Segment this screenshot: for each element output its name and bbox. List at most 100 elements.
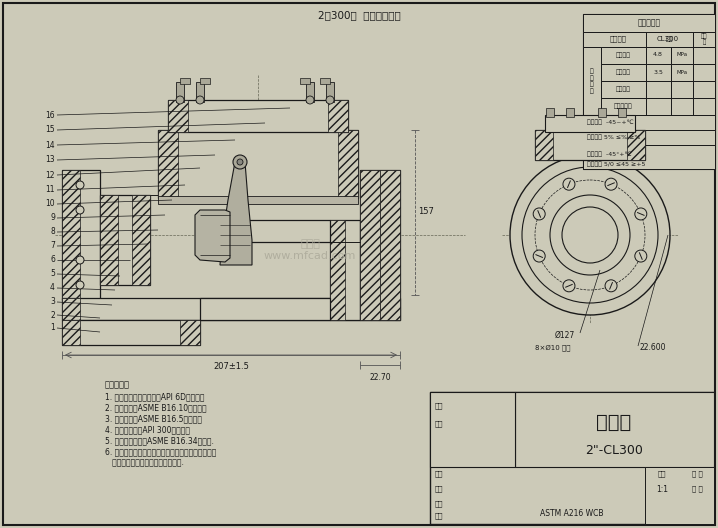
Bar [583, 32, 715, 47]
Circle shape [306, 96, 314, 104]
Bar [671, 98, 693, 115]
Bar [535, 130, 553, 160]
Text: 批准: 批准 [435, 513, 444, 520]
Circle shape [635, 250, 647, 262]
Text: 标记: 标记 [435, 420, 444, 427]
Bar [693, 98, 715, 115]
Bar [601, 98, 646, 115]
Text: 1:1: 1:1 [656, 485, 668, 494]
Circle shape [76, 256, 84, 264]
Bar [180, 78, 190, 84]
Bar [158, 130, 358, 198]
Circle shape [533, 250, 545, 262]
Text: 比例: 比例 [658, 470, 666, 477]
Bar [671, 64, 693, 81]
Text: 4. 密封面尺寸按API 300的规定；: 4. 密封面尺寸按API 300的规定； [105, 425, 190, 434]
Bar [646, 32, 693, 47]
Bar [545, 115, 635, 132]
Text: 第 张: 第 张 [691, 486, 702, 492]
Bar [430, 392, 714, 524]
Bar [646, 98, 671, 115]
Circle shape [550, 195, 630, 275]
Circle shape [522, 167, 658, 303]
Bar [601, 47, 646, 64]
Text: 试
验
压
力: 试 验 压 力 [590, 69, 594, 93]
Text: 2"-CL300: 2"-CL300 [585, 444, 643, 457]
Text: 14: 14 [45, 140, 55, 149]
Text: 备注
栏: 备注 栏 [701, 33, 707, 45]
Bar [618, 108, 626, 117]
Bar [646, 81, 671, 98]
Bar [671, 47, 693, 64]
Text: 面装要求 5/0 ≤45 ≥+5: 面装要求 5/0 ≤45 ≥+5 [587, 161, 645, 167]
Text: 8×Ø10 孔径: 8×Ø10 孔径 [535, 345, 571, 351]
Bar [100, 195, 150, 285]
Circle shape [233, 155, 247, 169]
Text: 2. 结构长度按ASME B16.10的规定；: 2. 结构长度按ASME B16.10的规定； [105, 403, 207, 412]
Bar [430, 392, 515, 467]
Bar [200, 78, 210, 84]
Circle shape [237, 159, 243, 165]
Circle shape [533, 208, 545, 220]
Text: Ø127: Ø127 [555, 331, 575, 340]
Text: 技术要求：: 技术要求： [105, 380, 130, 389]
Circle shape [196, 96, 204, 104]
Bar [320, 78, 330, 84]
Bar [693, 81, 715, 98]
Bar [583, 47, 715, 115]
Bar [196, 82, 204, 102]
Text: 3.5: 3.5 [653, 70, 663, 74]
Text: 审查: 审查 [435, 501, 444, 507]
Bar [300, 78, 310, 84]
Bar [62, 170, 80, 300]
Polygon shape [195, 210, 230, 262]
Text: 气体密封: 气体密封 [615, 86, 630, 92]
Circle shape [176, 96, 184, 104]
Bar [338, 130, 358, 198]
Bar [583, 14, 715, 169]
Text: 11: 11 [45, 185, 55, 194]
Text: 设计: 设计 [435, 486, 444, 492]
Text: 面装要求  -45°+℃: 面装要求 -45°+℃ [587, 151, 632, 157]
Text: 8: 8 [50, 228, 55, 237]
Bar [330, 220, 360, 320]
Bar [62, 170, 100, 300]
Bar [583, 145, 715, 169]
Text: 沐风网
www.mfcad.com: 沐风网 www.mfcad.com [264, 239, 356, 261]
Text: 1. 阀门、铸造技术要求按API 6D的规定；: 1. 阀门、铸造技术要求按API 6D的规定； [105, 392, 205, 401]
Bar [693, 32, 715, 47]
Bar [598, 108, 606, 117]
Text: 3: 3 [50, 297, 55, 306]
Bar [168, 100, 348, 132]
Bar [583, 130, 715, 145]
Bar [646, 64, 671, 81]
Text: 15: 15 [45, 126, 55, 135]
Bar [180, 320, 200, 345]
Bar [601, 64, 646, 81]
Circle shape [563, 280, 575, 292]
Text: 22.600: 22.600 [640, 344, 666, 353]
Circle shape [76, 206, 84, 214]
Text: 标记: 标记 [435, 470, 444, 477]
Bar [200, 220, 330, 242]
Text: 上密封试验: 上密封试验 [614, 103, 633, 109]
Text: 10: 10 [45, 200, 55, 209]
Bar [306, 82, 314, 102]
Bar [100, 195, 118, 285]
Bar [583, 14, 715, 32]
Text: 1: 1 [50, 324, 55, 333]
Text: 单位: 单位 [435, 402, 444, 409]
Text: 3. 水压尺寸按ASME B16.5的规定；: 3. 水压尺寸按ASME B16.5的规定； [105, 414, 202, 423]
Text: 12: 12 [45, 171, 55, 180]
Bar [62, 298, 80, 320]
Text: 使用水式 5% ≤% ≥%: 使用水式 5% ≤% ≥% [587, 134, 640, 140]
Text: 6. 试验项目、预压水压、气水内密、预验备用内密的: 6. 试验项目、预压水压、气水内密、预验备用内密的 [105, 447, 216, 456]
Circle shape [605, 178, 617, 190]
Bar [168, 100, 188, 132]
Bar [360, 170, 400, 320]
Circle shape [635, 208, 647, 220]
Text: 共 张: 共 张 [691, 470, 702, 477]
Bar [176, 82, 184, 102]
Text: 单位: 单位 [666, 36, 673, 42]
Text: 5: 5 [50, 269, 55, 278]
